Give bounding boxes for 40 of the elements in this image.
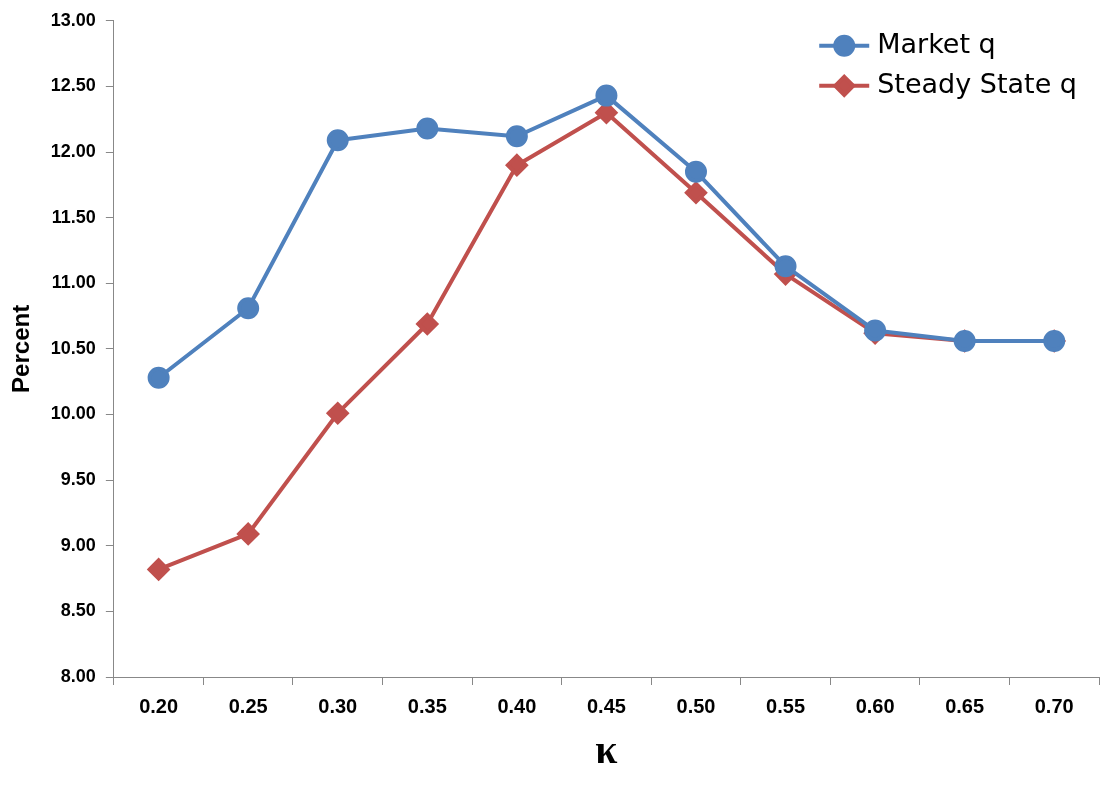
point — [416, 117, 439, 140]
x-tick-label: 0.65 — [945, 694, 985, 717]
point — [684, 160, 707, 183]
y-tick-label: 8.50 — [60, 600, 96, 621]
y-tick-label: 9.00 — [60, 534, 96, 555]
x-tick-label: 0.45 — [586, 694, 626, 717]
y-tick-label: 12.50 — [50, 75, 96, 96]
y-tick-label: 13.00 — [50, 9, 96, 30]
y-tick-label: 11.50 — [51, 206, 96, 227]
x-tick-label: 0.25 — [228, 694, 268, 717]
x-tick-label: 0.35 — [407, 694, 447, 717]
legend-label: Market q — [877, 27, 996, 59]
point — [326, 129, 349, 152]
point — [326, 402, 349, 425]
point — [147, 558, 170, 581]
x-tick-label: 0.55 — [766, 694, 806, 717]
y-tick-label: 8.00 — [60, 665, 96, 686]
x-tick-label: 0.40 — [497, 694, 537, 717]
point — [505, 154, 528, 177]
point — [505, 125, 528, 148]
x-tick-label: 0.50 — [676, 694, 716, 717]
x-axis-title: κ — [595, 727, 618, 773]
x-tick-label: 0.30 — [318, 694, 358, 717]
point — [774, 255, 797, 278]
point — [237, 522, 260, 545]
point — [595, 84, 618, 107]
x-tick-label: 0.20 — [139, 694, 179, 717]
y-axis-title: Percent — [7, 304, 35, 393]
point — [147, 366, 170, 389]
x-tick-label: 0.70 — [1034, 694, 1074, 717]
y-tick-label: 10.50 — [50, 337, 96, 358]
y-tick-label: 12.00 — [50, 141, 96, 162]
point — [684, 181, 707, 204]
y-tick-label: 9.50 — [60, 469, 96, 490]
point — [237, 297, 260, 320]
y-tick-label: 10.00 — [50, 403, 96, 424]
point — [416, 312, 439, 335]
x-tick-label: 0.60 — [855, 694, 895, 717]
legend-label: Steady State q — [877, 67, 1078, 99]
y-tick-label: 11.00 — [51, 272, 96, 293]
